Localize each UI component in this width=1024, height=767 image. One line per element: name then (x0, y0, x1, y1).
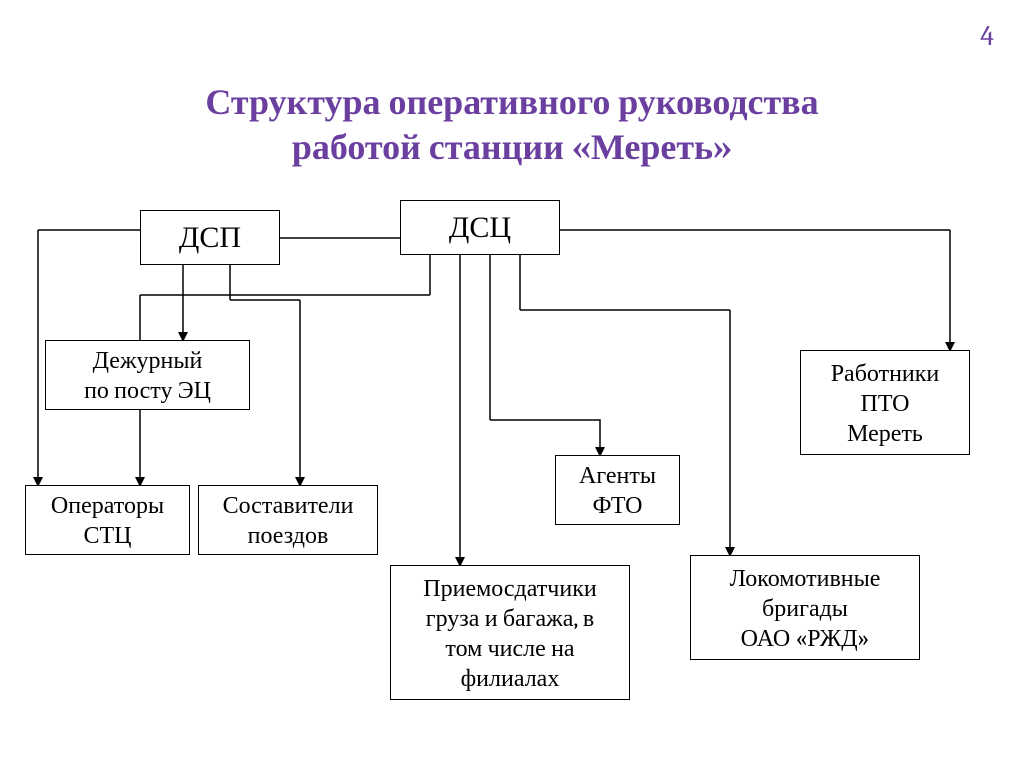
node-label: Приемосдатчикигруза и багажа, втом числе… (423, 573, 596, 693)
node-label: Дежурныйпо посту ЭЦ (84, 345, 211, 405)
title-line2: работой станции «Мереть» (0, 125, 1024, 170)
node-dsp: ДСП (140, 210, 280, 265)
node-receivers: Приемосдатчикигруза и багажа, втом числе… (390, 565, 630, 700)
node-compilers: Составителипоездов (198, 485, 378, 555)
node-label: ЛокомотивныебригадыОАО «РЖД» (730, 563, 881, 653)
title-line1: Структура оперативного руководства (0, 80, 1024, 125)
node-label: Составителипоездов (223, 490, 354, 550)
node-loco: ЛокомотивныебригадыОАО «РЖД» (690, 555, 920, 660)
node-label: ОператорыСТЦ (51, 490, 164, 550)
page-number: 4 (980, 20, 994, 52)
node-duty_ec: Дежурныйпо посту ЭЦ (45, 340, 250, 410)
edge (490, 420, 600, 455)
node-workers_pto: РаботникиПТОМереть (800, 350, 970, 455)
node-label: АгентыФТО (579, 460, 656, 520)
title: Структура оперативного руководства работ… (0, 80, 1024, 170)
node-operators: ОператорыСТЦ (25, 485, 190, 555)
node-label: ДСП (179, 219, 241, 257)
node-label: ДСЦ (449, 209, 511, 247)
node-agents_fto: АгентыФТО (555, 455, 680, 525)
node-dsc: ДСЦ (400, 200, 560, 255)
node-label: РаботникиПТОМереть (831, 358, 940, 448)
